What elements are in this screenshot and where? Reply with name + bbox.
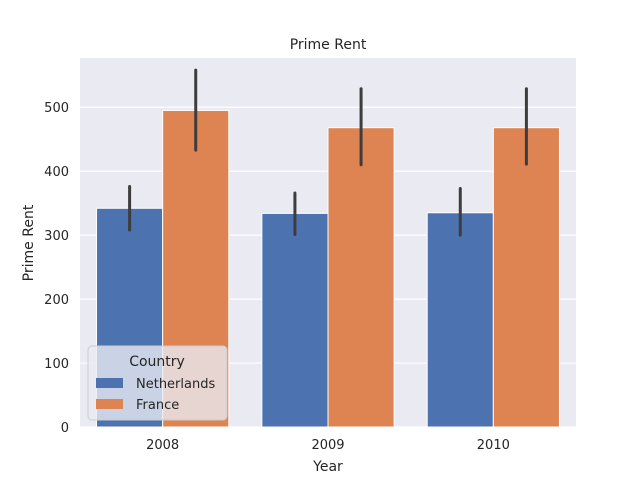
chart-title: Prime Rent [290,37,367,53]
x-tick-label: 2010 [477,438,510,453]
y-axis-label: Prime Rent [21,204,37,281]
y-tick-label: 500 [44,101,69,116]
bar-netherlands-2009 [261,212,329,428]
legend-label-france: France [136,398,179,413]
y-tick-label: 200 [44,293,69,308]
bars [96,109,560,428]
y-tick-label: 400 [44,165,69,180]
legend-label-netherlands: Netherlands [136,377,215,392]
legend: Country Netherlands France [87,345,228,421]
x-tick-labels: 2008 2009 2010 [146,438,510,453]
x-tick-label: 2009 [311,438,344,453]
bar-netherlands-2010 [426,212,494,428]
y-tick-label: 0 [61,421,69,436]
legend-swatch-france [96,399,123,409]
bar-france-2009 [327,127,395,428]
x-axis-label: Year [312,459,343,475]
y-tick-label: 300 [44,229,69,244]
error-bars [128,68,528,237]
legend-swatch-netherlands [96,378,123,388]
x-tick-label: 2008 [146,438,179,453]
y-tick-label: 100 [44,357,69,372]
bar-france-2010 [492,127,560,428]
y-tick-labels: 0 100 200 300 400 500 [44,101,69,436]
legend-title: Country [129,354,185,370]
